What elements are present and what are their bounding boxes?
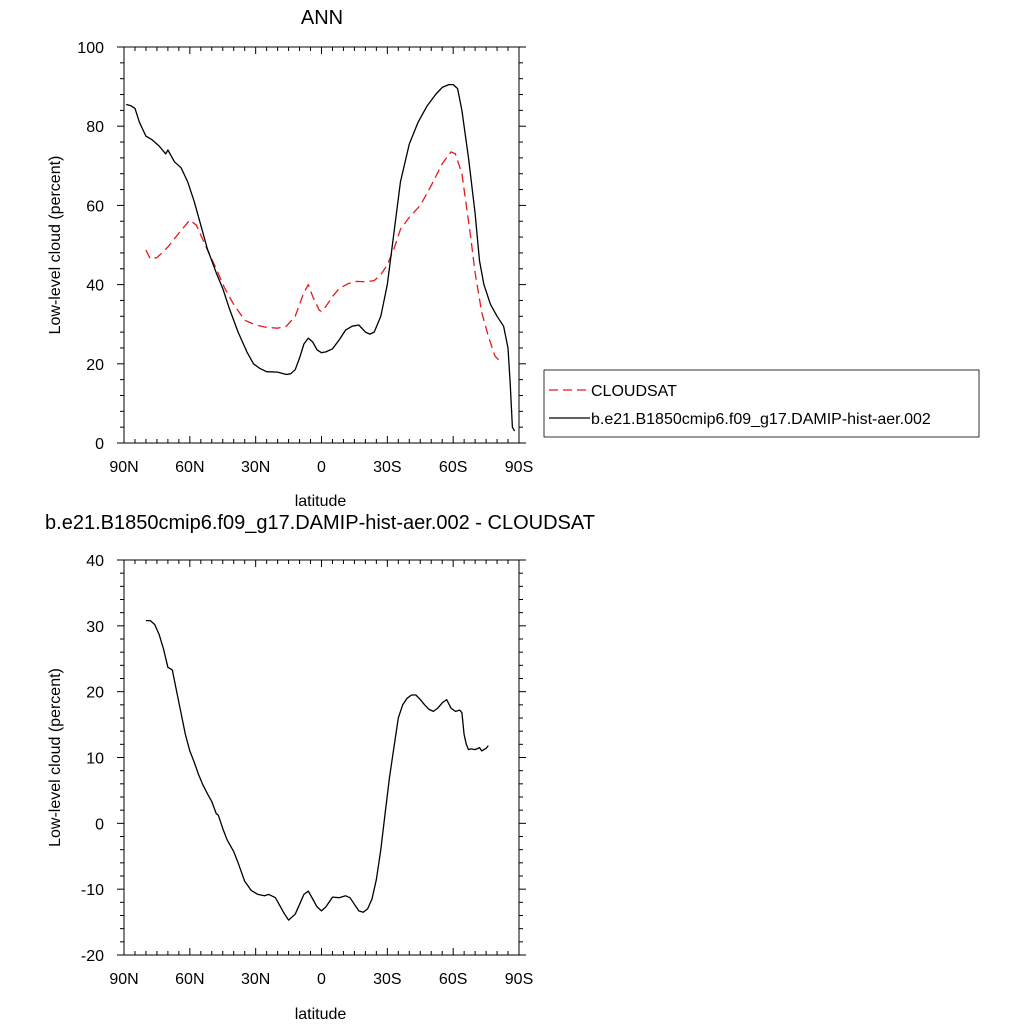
y-tick-label: 0 bbox=[95, 816, 104, 833]
y-tick-label: 10 bbox=[86, 751, 104, 768]
chart-title: b.e21.B1850cmip6.f09_g17.DAMIP-hist-aer.… bbox=[45, 512, 595, 534]
y-tick-label: 20 bbox=[86, 357, 104, 374]
x-tick-label: 30S bbox=[373, 971, 401, 988]
y-tick-label: -20 bbox=[81, 948, 104, 965]
plot-frame bbox=[123, 559, 520, 956]
x-tick-label: 30N bbox=[241, 459, 270, 476]
x-axis-label: latitude bbox=[295, 1006, 347, 1023]
series-line-cloudsat bbox=[145, 151, 500, 362]
legend-label: CLOUDSAT bbox=[591, 383, 677, 400]
x-tick-label: 60S bbox=[439, 971, 467, 988]
legend: CLOUDSAT b.e21.B1850cmip6.f09_g17.DAMIP-h… bbox=[543, 369, 980, 438]
y-axis-label: Low-level cloud (percent) bbox=[47, 156, 64, 335]
x-tick-label: 30N bbox=[241, 971, 270, 988]
x-tick-label: 30S bbox=[373, 459, 401, 476]
y-tick-label: 0 bbox=[95, 436, 104, 453]
y-tick-label: 30 bbox=[86, 619, 104, 636]
x-axis-label: latitude bbox=[295, 493, 347, 510]
x-tick-label: 60N bbox=[175, 459, 204, 476]
x-tick-label: 60N bbox=[175, 971, 204, 988]
x-tick-label: 0 bbox=[317, 971, 326, 988]
y-axis-label: Low-level cloud (percent) bbox=[47, 668, 64, 847]
y-tick-label: 60 bbox=[86, 198, 104, 215]
y-tick-label: -10 bbox=[81, 882, 104, 899]
chart-annual-low-cloud: ANN 90N 60N 30N 0 30S 60S 90S 0 20 40 60 80 100 latitu… bbox=[47, 7, 533, 510]
series-line-model bbox=[126, 83, 516, 432]
y-tick-label: 40 bbox=[86, 278, 104, 295]
x-tick-label: 90S bbox=[505, 459, 533, 476]
x-tick-label: 0 bbox=[317, 459, 326, 476]
x-tick-label: 90N bbox=[109, 971, 138, 988]
legend-label: b.e21.B1850cmip6.f09_g17.DAMIP-hist-aer.… bbox=[591, 411, 931, 428]
series-line-difference bbox=[145, 619, 489, 921]
y-tick-label: 80 bbox=[86, 119, 104, 136]
y-tick-label: 40 bbox=[86, 553, 104, 570]
chart-difference-low-cloud: b.e21.B1850cmip6.f09_g17.DAMIP-hist-aer.… bbox=[45, 512, 595, 1023]
y-tick-label: 100 bbox=[77, 40, 104, 57]
y-tick-label: 20 bbox=[86, 685, 104, 702]
legend-frame bbox=[543, 369, 980, 438]
chart-title: ANN bbox=[301, 7, 343, 29]
x-tick-label: 60S bbox=[439, 459, 467, 476]
x-tick-label: 90S bbox=[505, 971, 533, 988]
x-tick-label: 90N bbox=[109, 459, 138, 476]
plot-frame bbox=[123, 46, 520, 444]
